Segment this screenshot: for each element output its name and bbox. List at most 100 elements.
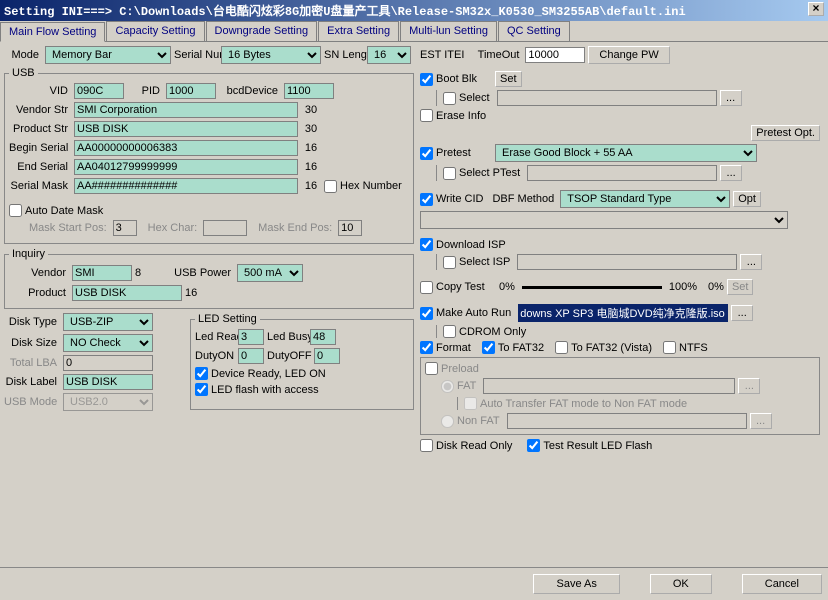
tab-multi-lun[interactable]: Multi-lun Setting — [400, 21, 497, 41]
tofat32-checkbox[interactable] — [482, 341, 495, 354]
maskstart-label: Mask Start Pos: — [29, 222, 110, 234]
beginserial-input[interactable] — [74, 140, 298, 156]
productstr-len: 30 — [301, 123, 321, 135]
nonfat-radio — [441, 415, 454, 428]
pctval-label: 0% — [708, 281, 724, 293]
ok-button[interactable]: OK — [650, 574, 712, 594]
cdromonly-checkbox[interactable] — [443, 325, 456, 338]
autodatemask-label: Auto Date Mask — [25, 205, 103, 217]
pretest-select[interactable]: Erase Good Block + 55 AA — [495, 144, 757, 162]
disktype-select[interactable]: USB-ZIP — [63, 313, 153, 331]
copytest-checkbox[interactable] — [420, 281, 433, 294]
selectisp-checkbox[interactable] — [443, 256, 456, 269]
tab-extra[interactable]: Extra Setting — [318, 21, 399, 41]
vid-input[interactable] — [74, 83, 124, 99]
opt-button[interactable]: Opt — [733, 191, 761, 207]
pretest-checkbox[interactable] — [420, 147, 433, 160]
tab-downgrade[interactable]: Downgrade Setting — [206, 21, 318, 41]
mode-select[interactable]: Memory Bar — [45, 46, 171, 64]
endserial-label: End Serial — [9, 161, 71, 173]
tofat32-label: To FAT32 — [498, 342, 544, 354]
select-path-input — [497, 90, 717, 106]
writecid-label: Write CID — [436, 193, 483, 205]
ledflash-checkbox[interactable] — [195, 383, 208, 396]
testitei-label: EST ITEI — [420, 49, 467, 61]
pct0-label: 0% — [499, 281, 515, 293]
totallba-label: Total LBA — [4, 357, 60, 369]
usbmode-label: USB Mode — [4, 396, 60, 408]
deviceready-label: Device Ready, LED ON — [211, 368, 326, 380]
tab-main-flow[interactable]: Main Flow Setting — [0, 22, 105, 42]
diskreadonly-checkbox[interactable] — [420, 439, 433, 452]
disksize-select[interactable]: NO Check — [63, 334, 153, 352]
hexnumber-checkbox[interactable] — [324, 180, 337, 193]
tofat32vista-checkbox[interactable] — [555, 341, 568, 354]
makeautorun-label: Make Auto Run — [436, 307, 511, 319]
pretestopt-button[interactable]: Pretest Opt. — [751, 125, 820, 141]
sn-length-select[interactable]: 16 — [367, 46, 411, 64]
writecid-checkbox[interactable] — [420, 193, 433, 206]
fat-radio — [441, 380, 454, 393]
selectisp-input — [517, 254, 737, 270]
preload-label: Preload — [441, 363, 479, 375]
dialog-footer: Save As OK Cancel — [0, 567, 828, 600]
select-checkbox[interactable] — [443, 92, 456, 105]
select-browse-button[interactable]: ... — [720, 90, 742, 106]
nonfat-label: Non FAT — [457, 415, 500, 427]
disklabel-input[interactable] — [63, 374, 153, 390]
productstr-input[interactable] — [74, 121, 298, 137]
autodatemask-checkbox[interactable] — [9, 204, 22, 217]
nonfat-path-input — [507, 413, 747, 429]
close-icon[interactable]: × — [808, 2, 824, 16]
inq-vendor-input[interactable] — [72, 265, 132, 281]
ntfs-checkbox[interactable] — [663, 341, 676, 354]
testresultled-checkbox[interactable] — [527, 439, 540, 452]
format-checkbox[interactable] — [420, 341, 433, 354]
ledready-input[interactable] — [238, 329, 264, 345]
dbfmethod-label: DBF Method — [492, 193, 557, 205]
serialmask-input[interactable] — [74, 178, 298, 194]
autorun-path[interactable]: downs XP SP3 电脑城DVD纯净克隆版.iso — [518, 304, 728, 322]
set-button[interactable]: Set — [495, 71, 522, 87]
format-label: Format — [436, 342, 471, 354]
ledbusy-input[interactable] — [310, 329, 336, 345]
pid-input[interactable] — [166, 83, 216, 99]
dutyoff-input[interactable] — [314, 348, 340, 364]
preload-group: Preload FAT... Auto Transfer FAT mode to… — [420, 357, 820, 435]
downloadisp-checkbox[interactable] — [420, 238, 433, 251]
cid-extra-select[interactable] — [420, 211, 788, 229]
endserial-input[interactable] — [74, 159, 298, 175]
deviceready-checkbox[interactable] — [195, 367, 208, 380]
inq-product-input[interactable] — [72, 285, 182, 301]
makeautorun-checkbox[interactable] — [420, 307, 433, 320]
eraseinfo-checkbox[interactable] — [420, 109, 433, 122]
copytest-progress — [522, 286, 662, 289]
saveas-button[interactable]: Save As — [533, 574, 619, 594]
timeout-input[interactable] — [525, 47, 585, 63]
diskreadonly-label: Disk Read Only — [436, 440, 512, 452]
vid-label: VID — [9, 85, 71, 97]
bcd-input[interactable] — [284, 83, 334, 99]
selectisp-browse-button[interactable]: ... — [740, 254, 762, 270]
testresultled-label: Test Result LED Flash — [543, 440, 652, 452]
autorun-browse-button[interactable]: ... — [731, 305, 753, 321]
inq-product-label: Product — [9, 287, 69, 299]
tab-capacity[interactable]: Capacity Setting — [106, 21, 204, 41]
mode-label: Mode — [4, 49, 42, 61]
cancel-button[interactable]: Cancel — [742, 574, 822, 594]
beginserial-len: 16 — [301, 142, 321, 154]
selectptest-browse-button[interactable]: ... — [720, 165, 742, 181]
vendorstr-input[interactable] — [74, 102, 298, 118]
tab-qc[interactable]: QC Setting — [498, 21, 570, 41]
serial-number-select[interactable]: 16 Bytes — [221, 46, 321, 64]
selectptest-checkbox[interactable] — [443, 167, 456, 180]
totallba-input — [63, 355, 153, 371]
selectptest-input — [527, 165, 717, 181]
dbfmethod-select[interactable]: TSOP Standard Type — [560, 190, 730, 208]
preload-checkbox[interactable] — [425, 362, 438, 375]
bootblk-checkbox[interactable] — [420, 73, 433, 86]
usbpower-select[interactable]: 500 mA — [237, 264, 303, 282]
dutyon-input[interactable] — [238, 348, 264, 364]
maskstart-input — [113, 220, 137, 236]
changepw-button[interactable]: Change PW — [588, 46, 669, 64]
